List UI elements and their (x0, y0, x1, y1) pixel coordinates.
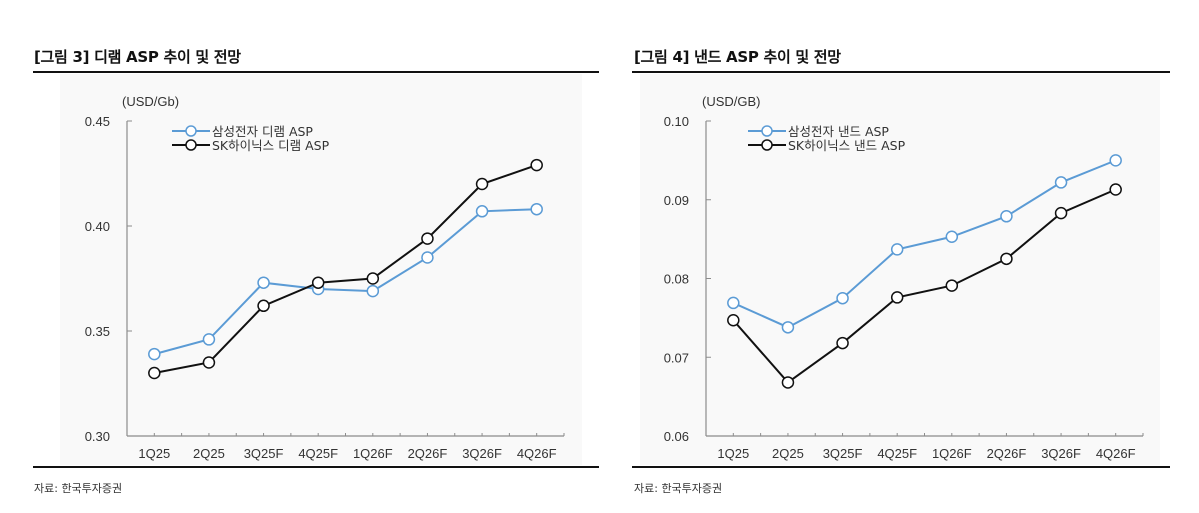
y-tick-label: 0.08 (664, 272, 689, 287)
data-point (366, 284, 380, 298)
legend-marker (761, 139, 773, 151)
chart-panel (640, 74, 1160, 465)
x-tick-label: 1Q26F (353, 446, 393, 461)
data-point (148, 347, 161, 361)
y-tick-label: 0.45 (85, 114, 110, 129)
legend-label: SK하이닉스 디램 ASP (212, 138, 330, 153)
x-tick-label: 4Q26F (517, 446, 557, 461)
data-point (530, 202, 543, 216)
data-point (530, 158, 543, 172)
legend-item: 삼성전자 디램 ASP (172, 124, 313, 139)
legend-marker (185, 139, 197, 151)
x-tick-label: 1Q26F (932, 446, 972, 461)
y-tick-label: 0.09 (664, 193, 689, 208)
x-tick-label: 2Q25 (772, 446, 804, 461)
legend-label: SK하이닉스 낸드 ASP (788, 138, 906, 153)
figure-title: [그림 3] 디램 ASP 추이 및 전망 (34, 48, 241, 66)
series-line-1 (732, 188, 1117, 384)
legend-item: 삼성전자 낸드 ASP (748, 124, 889, 139)
data-point (836, 291, 849, 305)
x-tick-label: 4Q26F (1096, 446, 1136, 461)
top-rule (33, 71, 599, 73)
data-point (257, 299, 270, 313)
y-tick-label: 0.10 (664, 114, 689, 129)
legend-label: 삼성전자 디램 ASP (212, 124, 313, 139)
data-point (1054, 206, 1068, 220)
data-point (781, 376, 795, 389)
chart-panel (60, 74, 582, 465)
legend-marker (185, 125, 197, 137)
bottom-rule (33, 466, 599, 468)
data-point (727, 296, 740, 310)
legend-item: SK하이닉스 디램 ASP (172, 138, 330, 153)
y-tick-label: 0.40 (85, 219, 110, 234)
x-tick-label: 3Q26F (462, 446, 502, 461)
data-point (475, 177, 489, 191)
data-point (1109, 154, 1122, 167)
source-note: 자료: 한국투자증권 (634, 482, 723, 495)
x-tick-label: 1Q25 (717, 446, 749, 461)
legend-marker (761, 125, 773, 137)
series-line-1 (154, 164, 538, 374)
data-point (257, 276, 270, 289)
x-tick-label: 3Q25F (244, 446, 284, 461)
bottom-rule (632, 466, 1170, 468)
x-tick-label: 2Q26F (408, 446, 448, 461)
data-point (421, 251, 434, 264)
data-point (836, 336, 849, 350)
x-tick-label: 2Q26F (987, 446, 1027, 461)
data-point (148, 366, 161, 380)
data-point (421, 232, 434, 245)
data-point (890, 243, 904, 256)
legend-label: 삼성전자 낸드 ASP (788, 124, 889, 139)
unit-label: (USD/Gb) (122, 94, 179, 109)
x-tick-label: 1Q25 (138, 446, 170, 461)
data-point (475, 205, 489, 218)
y-tick-label: 0.06 (664, 429, 689, 444)
y-tick-label: 0.30 (85, 429, 110, 444)
series-line-0 (732, 159, 1117, 329)
data-point (781, 321, 795, 334)
data-point (366, 272, 380, 285)
y-tick-label: 0.35 (85, 324, 110, 339)
series-line-0 (154, 208, 537, 356)
data-point (1109, 183, 1122, 196)
y-tick-label: 0.07 (664, 350, 689, 365)
data-point (1000, 210, 1013, 223)
x-tick-label: 3Q26F (1041, 446, 1081, 461)
data-point (202, 333, 216, 346)
legend-item: SK하이닉스 낸드 ASP (748, 138, 906, 153)
data-point (945, 230, 959, 244)
data-point (727, 313, 740, 327)
figure-title: [그림 4] 낸드 ASP 추이 및 전망 (634, 48, 841, 66)
x-tick-label: 3Q25F (823, 446, 863, 461)
top-rule (632, 71, 1170, 73)
data-point (890, 291, 904, 304)
x-tick-label: 4Q25F (298, 446, 338, 461)
data-point (202, 356, 216, 369)
x-tick-label: 4Q25F (877, 446, 917, 461)
data-point (311, 276, 325, 289)
source-note: 자료: 한국투자증권 (34, 482, 123, 495)
data-point (1054, 176, 1068, 189)
data-point (1000, 252, 1013, 266)
x-tick-label: 2Q25 (193, 446, 225, 461)
unit-label: (USD/GB) (702, 94, 761, 109)
data-point (945, 279, 959, 292)
